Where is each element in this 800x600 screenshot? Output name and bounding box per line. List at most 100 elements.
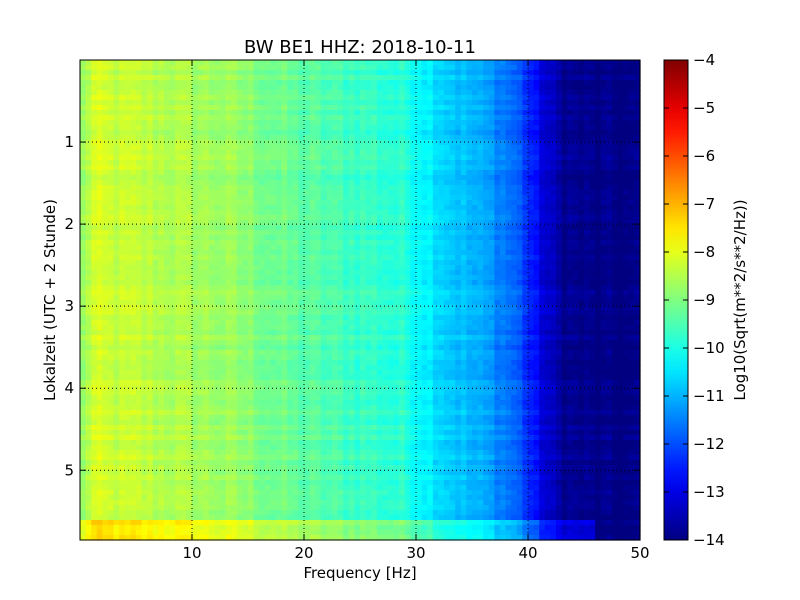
heatmap-cell	[320, 260, 327, 266]
heatmap-cell	[612, 150, 619, 156]
heatmap-cell	[444, 70, 451, 76]
heatmap-cell	[444, 240, 451, 246]
heatmap-cell	[612, 130, 619, 136]
heatmap-cell	[108, 305, 115, 311]
heatmap-cell	[315, 160, 322, 166]
heatmap-cell	[119, 305, 126, 311]
heatmap-cell	[365, 125, 372, 131]
heatmap-cell	[449, 295, 456, 301]
heatmap-cell	[438, 150, 445, 156]
heatmap-cell	[197, 200, 204, 206]
heatmap-cell	[421, 90, 428, 96]
heatmap-cell	[550, 305, 557, 311]
heatmap-cell	[572, 115, 579, 121]
heatmap-cell	[152, 235, 159, 241]
heatmap-cell	[628, 135, 635, 141]
heatmap-cell	[320, 270, 327, 276]
heatmap-cell	[516, 185, 523, 191]
heatmap-cell	[180, 90, 187, 96]
heatmap-cell	[164, 235, 171, 241]
heatmap-cell	[136, 185, 143, 191]
heatmap-cell	[371, 120, 378, 126]
heatmap-cell	[281, 290, 288, 296]
heatmap-cell	[208, 245, 215, 251]
heatmap-cell	[410, 250, 417, 256]
heatmap-cell	[432, 85, 439, 91]
heatmap-cell	[186, 120, 193, 126]
heatmap-cell	[130, 120, 137, 126]
heatmap-cell	[572, 175, 579, 181]
heatmap-cell	[477, 130, 484, 136]
heatmap-cell	[136, 305, 143, 311]
heatmap-cell	[421, 255, 428, 261]
heatmap-cell	[320, 185, 327, 191]
heatmap-cell	[259, 145, 266, 151]
heatmap-cell	[539, 160, 546, 166]
heatmap-cell	[96, 275, 103, 281]
heatmap-cell	[421, 85, 428, 91]
heatmap-cell	[449, 125, 456, 131]
heatmap-cell	[152, 120, 159, 126]
heatmap-cell	[365, 170, 372, 176]
heatmap-cell	[343, 210, 350, 216]
heatmap-cell	[175, 275, 182, 281]
heatmap-cell	[186, 165, 193, 171]
heatmap-cell	[130, 265, 137, 271]
heatmap-cell	[208, 185, 215, 191]
heatmap-cell	[455, 285, 462, 291]
heatmap-cell	[556, 225, 563, 231]
heatmap-cell	[343, 275, 350, 281]
heatmap-cell	[320, 130, 327, 136]
heatmap-cell	[332, 80, 339, 86]
heatmap-cell	[298, 275, 305, 281]
heatmap-cell	[192, 60, 199, 66]
heatmap-cell	[80, 230, 87, 236]
heatmap-cell	[606, 160, 613, 166]
heatmap-cell	[287, 90, 294, 96]
heatmap-cell	[505, 255, 512, 261]
heatmap-cell	[606, 130, 613, 136]
heatmap-cell	[225, 95, 232, 101]
heatmap-cell	[438, 250, 445, 256]
heatmap-cell	[287, 145, 294, 151]
heatmap-cell	[623, 185, 630, 191]
heatmap-cell	[388, 290, 395, 296]
heatmap-cell	[617, 210, 624, 216]
heatmap-cell	[276, 185, 283, 191]
heatmap-cell	[270, 85, 277, 91]
heatmap-cell	[612, 160, 619, 166]
heatmap-cell	[404, 145, 411, 151]
heatmap-cell	[544, 190, 551, 196]
heatmap-cell	[124, 300, 131, 306]
heatmap-cell	[427, 305, 434, 311]
heatmap-cell	[494, 90, 501, 96]
heatmap-cell	[561, 230, 568, 236]
heatmap-cell	[556, 95, 563, 101]
heatmap-cell	[488, 105, 495, 111]
heatmap-cell	[96, 150, 103, 156]
heatmap-cell	[175, 150, 182, 156]
heatmap-cell	[404, 75, 411, 81]
heatmap-cell	[152, 150, 159, 156]
heatmap-cell	[404, 195, 411, 201]
heatmap-cell	[472, 125, 479, 131]
heatmap-cell	[304, 175, 311, 181]
heatmap-cell	[421, 250, 428, 256]
heatmap-cell	[449, 250, 456, 256]
heatmap-cell	[220, 285, 227, 291]
heatmap-cell	[500, 285, 507, 291]
heatmap-cell	[427, 130, 434, 136]
heatmap-cell	[410, 195, 417, 201]
heatmap-cell	[500, 260, 507, 266]
heatmap-cell	[248, 90, 255, 96]
heatmap-cell	[477, 285, 484, 291]
heatmap-cell	[360, 65, 367, 71]
heatmap-cell	[113, 90, 120, 96]
heatmap-cell	[287, 215, 294, 221]
heatmap-cell	[119, 120, 126, 126]
heatmap-cell	[455, 225, 462, 231]
heatmap-cell	[130, 225, 137, 231]
heatmap-cell	[180, 115, 187, 121]
heatmap-cell	[410, 145, 417, 151]
heatmap-cell	[130, 130, 137, 136]
